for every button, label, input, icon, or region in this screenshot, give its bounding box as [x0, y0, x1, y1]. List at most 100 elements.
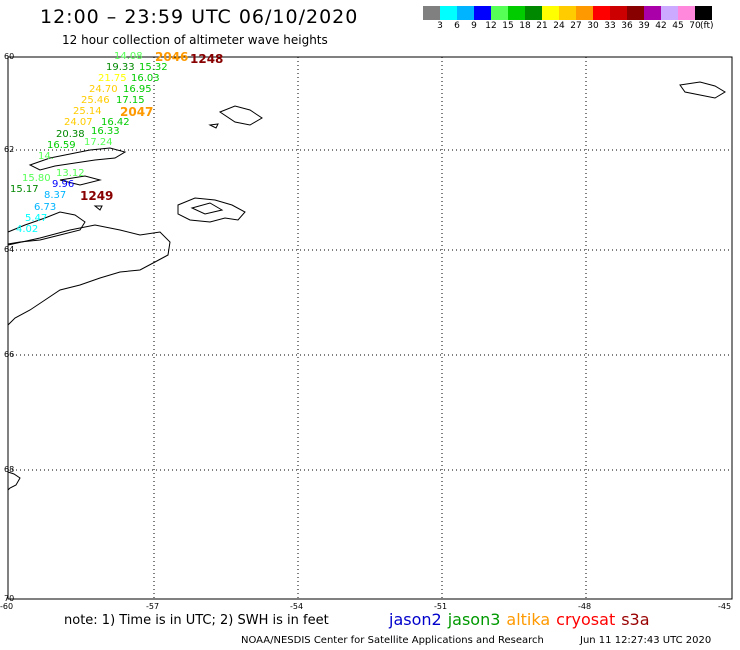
wave-height-value: 16.33 — [91, 126, 120, 137]
longitude-label: -48 — [578, 602, 592, 611]
wave-height-value: 15.80 — [22, 173, 51, 184]
wave-height-value: 15.32 — [139, 62, 168, 73]
latitude-label: 62 — [4, 145, 15, 154]
scale-tick-label: 42 — [655, 21, 667, 31]
wave-height-value: 21.75 — [98, 73, 127, 84]
credit-timestamp: Jun 11 12:27:43 UTC 2020 — [580, 635, 712, 646]
latitude-label: 66 — [4, 350, 15, 359]
latitude-label: 68 — [4, 465, 15, 474]
wave-height-value: 15.17 — [10, 184, 39, 195]
legend-entry: s3a — [621, 610, 650, 629]
scale-tick-label: 18 — [519, 21, 531, 31]
coastlines — [7, 81, 726, 491]
coastline-islet-2 — [59, 175, 102, 186]
legend-entry: altika — [506, 610, 551, 629]
scale-swatch — [593, 6, 610, 20]
scale-tick-label: 24 — [553, 21, 565, 31]
graticule — [8, 57, 732, 599]
coastline-cumberland — [28, 147, 127, 171]
latitude-label: 64 — [4, 245, 15, 254]
wave-height-value: 19.33 — [106, 62, 135, 73]
legend-entry: cryosat — [556, 610, 616, 629]
note-text: note: 1) Time is in UTC; 2) SWH is in fe… — [64, 613, 329, 628]
wave-height-value: 25.14 — [73, 106, 102, 117]
coastline-islet-5 — [93, 205, 103, 211]
coastline-greenland-islet — [679, 81, 726, 99]
legend-entry: jason3 — [447, 610, 501, 629]
coastline-islet-3 — [218, 105, 263, 126]
wave-height-value: 24.70 — [89, 84, 118, 95]
scale-tick-label: 12 — [485, 21, 497, 31]
scale-swatch — [542, 6, 559, 20]
scale-tick-label: 36 — [621, 21, 633, 31]
longitude-label: -51 — [434, 602, 448, 611]
pass-time-label: 2047 — [120, 105, 154, 119]
map-subtitle: 12 hour collection of altimeter wave hei… — [62, 33, 328, 47]
scale-swatch — [491, 6, 508, 20]
pass-time-label: 2046 — [155, 50, 189, 64]
wave-height-value: 6.73 — [34, 202, 57, 213]
wave-height-value: 13.12 — [56, 168, 85, 179]
coastline-baffin-south — [7, 224, 171, 326]
scale-swatch — [440, 6, 457, 20]
wave-height-value: 20.38 — [56, 129, 85, 140]
scale-swatch — [661, 6, 678, 20]
scale-swatch — [610, 6, 627, 20]
scale-tick-label: 3 — [437, 21, 443, 31]
scale-swatch — [627, 6, 644, 20]
wave-height-value: 14. — [38, 151, 54, 162]
scale-swatch — [457, 6, 474, 20]
scale-swatch — [474, 6, 491, 20]
wave-height-value: 9.96 — [52, 179, 75, 190]
scale-tick-label: 45 — [672, 21, 684, 31]
pass-time-label: 1249 — [80, 189, 114, 203]
wave-height-value: 16.95 — [123, 84, 152, 95]
longitude-label: -57 — [146, 602, 160, 611]
legend-entry: jason2 — [389, 610, 442, 629]
wave-height-value: 14.08 — [114, 51, 143, 62]
wave-height-value: 17.15 — [116, 95, 145, 106]
coastline-resolution-island — [177, 197, 246, 223]
coastline-islet-4 — [208, 123, 219, 129]
color-scale-labels: 3 6 9 12 15 18 21 24 27 30 33 36 39 42 45 70 — [423, 21, 740, 35]
scale-tick-label: 15 — [502, 21, 514, 31]
scale-swatch — [695, 6, 712, 20]
scale-tick-label: 33 — [604, 21, 616, 31]
longitude-label: -45 — [718, 602, 732, 611]
color-scale-bar — [423, 6, 712, 20]
scale-tick-label: 21 — [536, 21, 548, 31]
scale-tick-label: 70 — [689, 21, 701, 31]
wave-height-value: 16.59 — [47, 140, 76, 151]
scale-swatch — [644, 6, 661, 20]
coastline-hall-peninsula — [7, 211, 86, 245]
coastline-labrador-edge — [7, 471, 21, 491]
scale-swatch — [576, 6, 593, 20]
map-title: 12:00 – 23:59 UTC 06/10/2020 — [40, 6, 359, 28]
scale-tick-label: 30 — [587, 21, 599, 31]
wave-height-value: 16.42 — [101, 117, 130, 128]
scale-swatch — [678, 6, 695, 20]
latitude-label: 70 — [4, 594, 15, 603]
credit-text: NOAA/NESDIS Center for Satellite Applica… — [241, 635, 544, 646]
map-frame — [7, 56, 733, 600]
scale-tick-label: 39 — [638, 21, 650, 31]
coastline-islet-1 — [190, 202, 224, 215]
wave-height-value: 25.46 — [81, 95, 110, 106]
wave-height-value: 16.03 — [131, 73, 160, 84]
latitude-label: 60 — [4, 52, 15, 61]
wave-height-value: 17.24 — [84, 137, 113, 148]
color-scale-unit: (ft) — [700, 21, 714, 31]
scale-swatch — [423, 6, 440, 20]
wave-height-value: 5.47 — [25, 213, 48, 224]
scale-swatch — [525, 6, 542, 20]
longitude-label: -54 — [290, 602, 304, 611]
wave-height-value: 24.07 — [64, 117, 93, 128]
scale-swatch — [559, 6, 576, 20]
satellite-legend: jason2 jason3 altika cryosat s3a — [389, 610, 656, 629]
pass-time-label: 1248 — [190, 52, 224, 66]
scale-swatch — [508, 6, 525, 20]
scale-tick-label: 9 — [471, 21, 477, 31]
longitude-label: -60 — [0, 602, 14, 611]
scale-tick-label: 27 — [570, 21, 582, 31]
